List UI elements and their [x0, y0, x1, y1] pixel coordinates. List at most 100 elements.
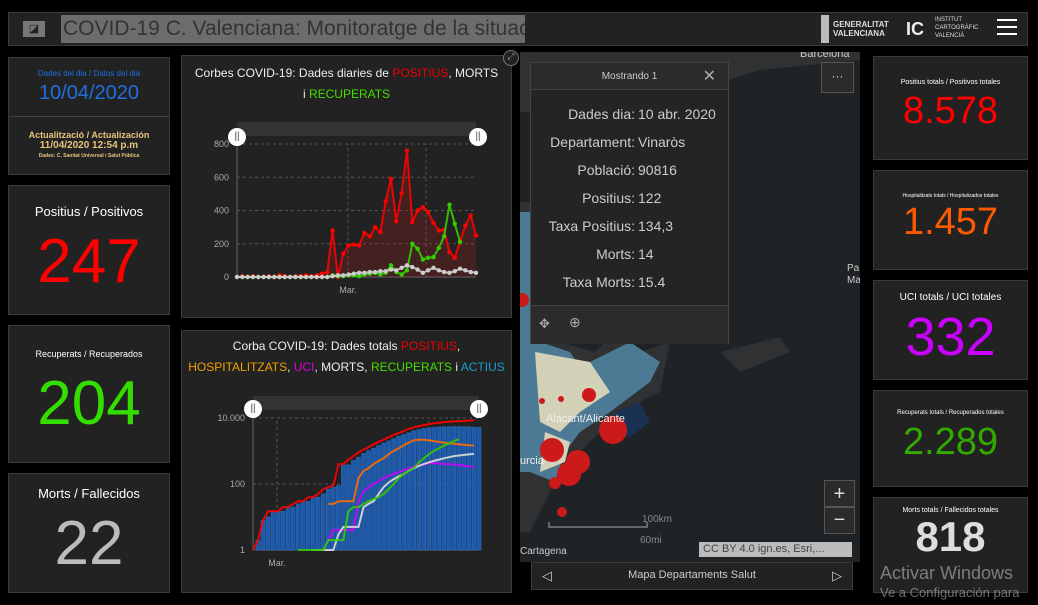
palma-part1: Pa	[847, 263, 860, 274]
popup-header: Mostrando 1 ✕	[531, 63, 728, 90]
bar-actius	[466, 426, 472, 551]
popup-field-key: Morts:	[596, 246, 635, 262]
x-tick-label: Mar.	[339, 285, 357, 295]
point-morts	[436, 268, 442, 273]
map-label-alicante: Alacant/Alicante	[546, 413, 625, 425]
point-morts	[457, 266, 463, 271]
point-morts	[441, 269, 447, 275]
map-footer: ◁ Mapa Departaments Salut ▷	[531, 562, 853, 590]
zoom-to-icon[interactable]: ⊕	[569, 314, 581, 330]
map-attribution[interactable]: CC BY 4.0 ign.es, Esri,...	[699, 542, 852, 557]
map-markers	[520, 293, 627, 517]
point-morts	[287, 274, 293, 280]
point-positius	[330, 228, 335, 233]
point-positius	[372, 224, 378, 230]
title-and: i	[302, 87, 309, 101]
range-slider-handle[interactable]: ||	[469, 128, 487, 146]
point-morts	[277, 274, 282, 280]
popup-field-value: 15.4	[638, 274, 666, 290]
point-positius	[378, 229, 383, 235]
bar-actius	[305, 501, 311, 551]
windows-watermark-sub: Ve a Configuración para	[880, 585, 1020, 600]
point-positius	[447, 249, 452, 255]
point-morts	[250, 274, 256, 280]
point-morts	[346, 272, 351, 277]
y-tick-label: 800	[214, 139, 229, 149]
point-recuperats	[441, 234, 447, 239]
popup-field-key: Taxa Positius:	[548, 218, 635, 234]
more-options-button[interactable]: ···	[821, 62, 854, 93]
total-hosp-value: 1.457	[902, 201, 999, 243]
bar-actius	[381, 442, 386, 551]
line-uci	[327, 462, 475, 541]
range-slider-track	[253, 396, 479, 410]
bar-actius	[441, 426, 447, 551]
move-icon[interactable]: ✥	[539, 316, 550, 331]
point-morts	[399, 265, 404, 271]
point-positius	[383, 199, 388, 204]
point-morts	[383, 268, 388, 274]
bar-actius	[290, 506, 296, 551]
gva-line1: GENERALITAT	[833, 20, 889, 29]
point-recuperats	[388, 263, 394, 268]
scale-km: 100km	[642, 514, 673, 525]
bar-actius	[471, 426, 477, 551]
bar-actius	[275, 510, 281, 551]
hamburger-icon[interactable]	[997, 19, 1017, 37]
icv-line2: CARTOGRÀFIC	[935, 25, 979, 31]
point-morts	[240, 274, 245, 280]
windows-watermark: Activar Windows	[880, 563, 1014, 583]
point-morts	[388, 267, 394, 272]
point-morts	[335, 273, 341, 278]
region-valencia-light	[535, 352, 610, 432]
map-icon: ◪	[23, 21, 45, 37]
daily-chart-title: Corbes COVID-19: Dades diaries de POSITI…	[182, 63, 511, 105]
bar-actius	[285, 506, 291, 551]
chevron-right-icon[interactable]: ▷	[832, 568, 842, 583]
total-deaths-card: Morts totals / Fallecidos totales 818	[873, 497, 1028, 593]
point-morts	[256, 274, 261, 280]
point-morts	[261, 274, 266, 280]
point-morts	[245, 274, 250, 280]
daily-recovered-value: 204	[37, 369, 141, 438]
title-icu: UCI	[293, 360, 315, 374]
bar-actius	[421, 428, 427, 551]
point-morts	[410, 264, 415, 270]
point-morts	[420, 270, 426, 276]
point-morts	[426, 268, 431, 273]
point-morts	[362, 270, 367, 276]
expand-icon[interactable]: ⤢	[503, 50, 519, 66]
range-slider-track	[237, 122, 476, 136]
total-icu-label: UCI totals / UCI totales	[899, 292, 1002, 303]
point-positius	[431, 220, 436, 226]
point-recuperats	[420, 257, 426, 262]
title-deaths: , MORTS	[448, 66, 499, 80]
total-icu-card: UCI totals / UCI totales 332	[873, 280, 1028, 380]
point-positius	[367, 234, 372, 239]
popup-field-key: Població:	[577, 162, 635, 178]
bar-actius	[270, 510, 276, 551]
range-slider-handle[interactable]: ||	[228, 128, 246, 146]
point-recuperats	[378, 272, 383, 277]
close-icon[interactable]: ✕	[702, 68, 716, 85]
total-icu-value: 332	[905, 307, 996, 367]
zoom-in-button[interactable]: +	[824, 480, 855, 507]
y-tick-label: 100	[230, 479, 245, 489]
map-label-murcia: urcia	[520, 455, 544, 467]
bar-actius	[461, 426, 467, 551]
page-title: COVID-19 C. Valenciana: Monitoratge de l…	[61, 15, 525, 43]
title-recovered: RECUPERATS	[308, 87, 391, 101]
point-positius	[426, 209, 431, 215]
title-and: i	[452, 360, 461, 374]
scale-bar	[548, 522, 648, 528]
chevron-left-icon[interactable]: ◁	[542, 568, 552, 583]
point-morts	[415, 267, 420, 272]
zoom-out-button[interactable]: −	[824, 507, 855, 534]
bar-actius	[280, 510, 286, 551]
range-slider-handle[interactable]: ||	[244, 400, 262, 418]
daily-deaths-card: Morts / Fallecidos 22	[8, 473, 170, 593]
point-morts	[303, 274, 309, 280]
title-text: Corbes COVID-19: Dades diaries de	[194, 66, 393, 80]
range-slider-handle[interactable]: ||	[470, 400, 488, 418]
